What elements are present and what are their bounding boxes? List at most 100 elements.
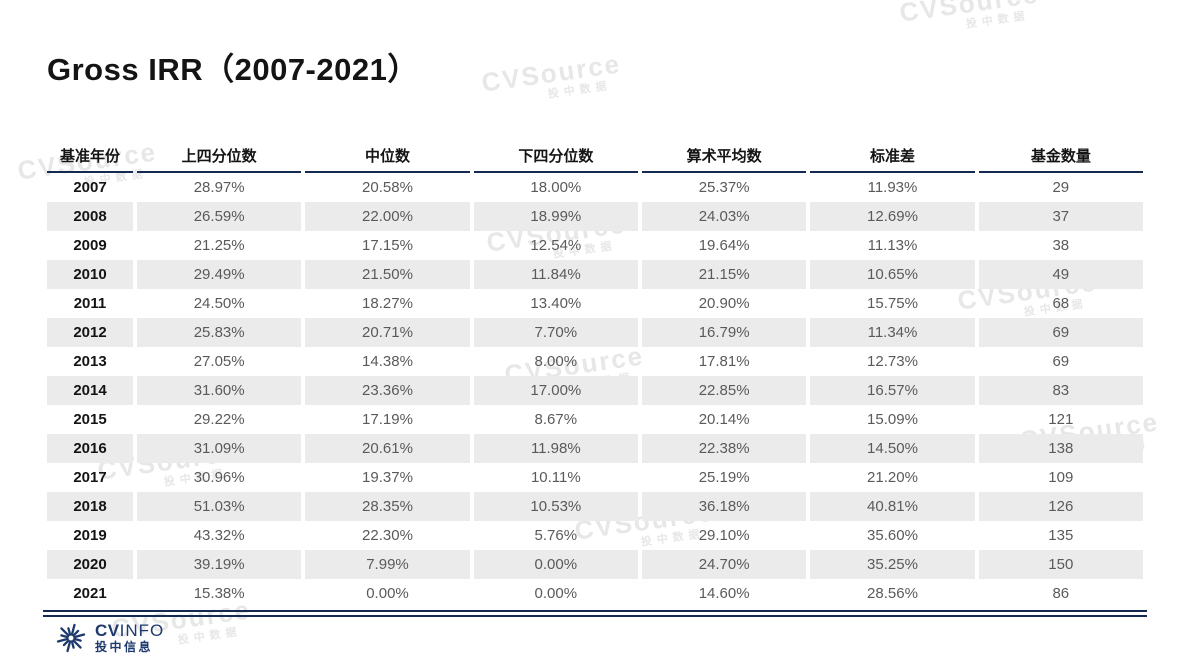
table-row: 2019 43.32% 22.30% 5.76% 29.10% 35.60% 135 <box>47 521 1143 550</box>
value-cell: 20.14% <box>698 411 750 428</box>
value-cell: 21.50% <box>305 260 470 289</box>
value-cell: 18.27% <box>362 295 413 312</box>
value-cell: 24.50% <box>193 295 245 312</box>
value-cell: 19.37% <box>362 469 413 486</box>
column-header: 算术平均数 <box>641 140 807 173</box>
value-cell: 86 <box>1052 585 1070 602</box>
page-title: Gross IRR（2007-2021） <box>47 52 419 87</box>
year-cell: 2018 <box>47 492 133 521</box>
value-cell: 40.81% <box>810 492 975 521</box>
year-cell: 2007 <box>73 179 107 196</box>
value-cell: 49 <box>978 260 1143 289</box>
year-cell: 2019 <box>73 527 107 544</box>
value-cell: 27.05% <box>193 353 245 370</box>
year-cell: 2016 <box>47 434 133 463</box>
value-cell: 0.00% <box>534 585 578 602</box>
value-cell: 12.69% <box>810 202 975 231</box>
cvinfo-starburst-icon <box>56 623 86 653</box>
value-cell: 22.85% <box>641 376 807 405</box>
irr-table-body: 2007 28.97% 20.58% 18.00% 25.37% 11.93% 29 2008… <box>47 173 1143 608</box>
irr-table: 基准年份 上四分位数 中位数 下四分位数 算术平均数 标准差 基金数量 2007 28.97%… <box>43 140 1147 608</box>
value-cell: 7.99% <box>305 550 470 579</box>
value-cell: 17.19% <box>362 411 413 428</box>
cvinfo-info: INFO <box>119 620 165 640</box>
value-cell: 8.00% <box>534 353 578 370</box>
year-cell: 2015 <box>73 411 107 428</box>
value-cell: 10.53% <box>473 492 638 521</box>
value-cell: 31.60% <box>137 376 302 405</box>
value-cell: 29 <box>1052 179 1070 196</box>
value-cell: 83 <box>978 376 1143 405</box>
year-cell: 2013 <box>73 353 107 370</box>
value-cell: 22.00% <box>305 202 470 231</box>
value-cell: 17.81% <box>698 353 750 370</box>
value-cell: 17.00% <box>473 376 638 405</box>
value-cell: 35.60% <box>867 527 918 544</box>
value-cell: 14.60% <box>698 585 750 602</box>
value-cell: 109 <box>1048 469 1074 486</box>
value-cell: 126 <box>978 492 1143 521</box>
value-cell: 7.70% <box>473 318 638 347</box>
value-cell: 13.40% <box>530 295 582 312</box>
value-cell: 18.00% <box>530 179 582 196</box>
value-cell: 22.30% <box>362 527 413 544</box>
value-cell: 11.13% <box>867 237 918 254</box>
value-cell: 121 <box>1048 411 1074 428</box>
year-cell: 2008 <box>47 202 133 231</box>
value-cell: 36.18% <box>641 492 807 521</box>
value-cell: 16.79% <box>641 318 807 347</box>
year-cell: 2011 <box>73 295 107 312</box>
value-cell: 150 <box>978 550 1143 579</box>
footer-logo-text: CVINFO 投中信息 <box>95 620 165 655</box>
value-cell: 20.58% <box>362 179 413 196</box>
year-cell: 2020 <box>47 550 133 579</box>
value-cell: 11.84% <box>473 260 638 289</box>
value-cell: 39.19% <box>137 550 302 579</box>
irr-table-head: 基准年份 上四分位数 中位数 下四分位数 算术平均数 标准差 基金数量 <box>47 140 1143 173</box>
value-cell: 35.25% <box>810 550 975 579</box>
value-cell: 21.25% <box>193 237 245 254</box>
table-row: 2007 28.97% 20.58% 18.00% 25.37% 11.93% 29 <box>47 173 1143 202</box>
value-cell: 28.97% <box>193 179 245 196</box>
value-cell: 29.49% <box>137 260 302 289</box>
value-cell: 14.38% <box>362 353 413 370</box>
year-cell: 2010 <box>47 260 133 289</box>
cvinfo-chinese: 投中信息 <box>95 640 154 655</box>
table-bottom-rule <box>43 610 1147 617</box>
value-cell: 31.09% <box>137 434 302 463</box>
column-header: 中位数 <box>305 140 470 173</box>
value-cell: 25.19% <box>698 469 750 486</box>
value-cell: 11.93% <box>867 179 918 196</box>
cvinfo-cv: CV <box>95 620 120 640</box>
value-cell: 20.71% <box>305 318 470 347</box>
year-cell: 2012 <box>47 318 133 347</box>
table-row: 2017 30.96% 19.37% 10.11% 25.19% 21.20% 109 <box>47 463 1143 492</box>
value-cell: 51.03% <box>137 492 302 521</box>
value-cell: 15.09% <box>867 411 918 428</box>
table-row: 2011 24.50% 18.27% 13.40% 20.90% 15.75% 68 <box>47 289 1143 318</box>
value-cell: 10.65% <box>810 260 975 289</box>
column-header: 标准差 <box>810 140 975 173</box>
value-cell: 29.10% <box>698 527 750 544</box>
value-cell: 8.67% <box>534 411 578 428</box>
value-cell: 24.03% <box>641 202 807 231</box>
table-row: 2008 26.59% 22.00% 18.99% 24.03% 12.69% 37 <box>47 202 1143 231</box>
footer-logo: CVINFO 投中信息 <box>54 621 164 655</box>
value-cell: 10.11% <box>530 469 581 486</box>
value-cell: 69 <box>978 318 1143 347</box>
table-row: 2016 31.09% 20.61% 11.98% 22.38% 14.50% 138 <box>47 434 1143 463</box>
year-cell: 2014 <box>47 376 133 405</box>
value-cell: 12.54% <box>530 237 582 254</box>
value-cell: 28.35% <box>305 492 470 521</box>
value-cell: 19.64% <box>698 237 750 254</box>
table-row: 2009 21.25% 17.15% 12.54% 19.64% 11.13% 38 <box>47 231 1143 260</box>
cvinfo-wordmark: CVINFO <box>95 620 165 641</box>
value-cell: 11.34% <box>810 318 975 347</box>
table-row: 2013 27.05% 14.38% 8.00% 17.81% 12.73% 69 <box>47 347 1143 376</box>
year-cell: 2021 <box>73 585 107 602</box>
value-cell: 21.20% <box>867 469 918 486</box>
value-cell: 14.50% <box>810 434 975 463</box>
column-header: 基准年份 <box>47 140 133 173</box>
